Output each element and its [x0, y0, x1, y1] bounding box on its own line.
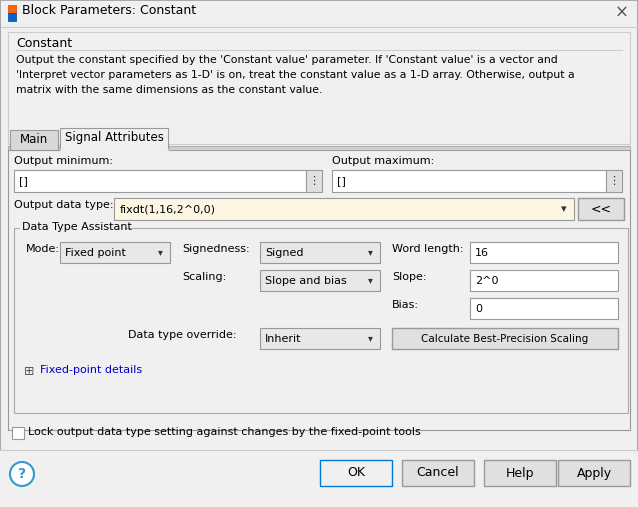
Bar — [306, 170, 322, 192]
Text: 0: 0 — [475, 304, 482, 313]
Text: Cancel: Cancel — [417, 466, 459, 480]
Text: Word length:: Word length: — [392, 244, 463, 254]
Bar — [402, 460, 474, 486]
Text: 'Interpret vector parameters as 1-D' is on, treat the constant value as a 1-D ar: 'Interpret vector parameters as 1-D' is … — [16, 70, 575, 80]
Text: Signedness:: Signedness: — [182, 244, 249, 254]
Bar — [8, 150, 630, 430]
Text: Output minimum:: Output minimum: — [14, 156, 113, 166]
Bar — [8, 13, 16, 21]
Text: 16: 16 — [475, 247, 489, 258]
Bar — [14, 170, 306, 192]
Text: Main: Main — [20, 133, 48, 146]
Text: Output maximum:: Output maximum: — [332, 156, 434, 166]
Text: ▾: ▾ — [561, 204, 567, 214]
Bar — [8, 32, 630, 144]
Bar — [260, 242, 380, 263]
Bar — [484, 460, 556, 486]
Text: Slope and bias: Slope and bias — [265, 275, 346, 285]
Text: Output the constant specified by the 'Constant value' parameter. If 'Constant va: Output the constant specified by the 'Co… — [16, 55, 558, 65]
Text: []: [] — [19, 176, 28, 186]
Bar — [0, 450, 638, 507]
Text: ▾: ▾ — [367, 275, 373, 285]
Text: Signal Attributes: Signal Attributes — [64, 131, 163, 144]
Text: ⋮: ⋮ — [609, 176, 619, 186]
Text: fixdt(1,16,2^0,0): fixdt(1,16,2^0,0) — [120, 204, 216, 214]
Bar — [332, 170, 606, 192]
Bar — [470, 270, 618, 291]
Text: ▾: ▾ — [367, 334, 373, 344]
Text: ⊞: ⊞ — [24, 365, 34, 378]
Bar — [8, 5, 16, 13]
Text: Data Type Assistant: Data Type Assistant — [22, 222, 132, 232]
Bar — [14, 228, 628, 413]
Bar — [60, 128, 168, 150]
Text: ?: ? — [18, 467, 26, 481]
Text: Signed: Signed — [265, 247, 304, 258]
Bar — [12, 427, 24, 439]
Bar — [392, 328, 618, 349]
Text: Bias:: Bias: — [392, 300, 419, 310]
Text: Lock output data type setting against changes by the fixed-point tools: Lock output data type setting against ch… — [28, 427, 420, 437]
Text: Fixed point: Fixed point — [65, 247, 126, 258]
Bar — [8, 146, 630, 150]
Text: Calculate Best-Precision Scaling: Calculate Best-Precision Scaling — [421, 334, 589, 344]
Text: <<: << — [591, 202, 611, 215]
Text: ▾: ▾ — [367, 247, 373, 258]
Text: Data type override:: Data type override: — [128, 330, 237, 340]
Bar — [578, 198, 624, 220]
Bar — [260, 270, 380, 291]
Bar — [606, 170, 622, 192]
Bar — [558, 460, 630, 486]
Text: ×: × — [615, 4, 629, 22]
Text: Apply: Apply — [577, 466, 612, 480]
Text: ⋮: ⋮ — [308, 176, 320, 186]
Bar — [1, 1, 637, 27]
Text: []: [] — [337, 176, 346, 186]
Bar — [320, 460, 392, 486]
Text: Fixed-point details: Fixed-point details — [40, 365, 142, 375]
Text: Help: Help — [506, 466, 534, 480]
Text: Constant: Constant — [16, 37, 72, 50]
Bar — [114, 198, 574, 220]
Text: ▾: ▾ — [158, 247, 163, 258]
Bar — [470, 242, 618, 263]
Text: Slope:: Slope: — [392, 272, 426, 282]
Text: OK: OK — [347, 466, 365, 480]
Text: Inherit: Inherit — [265, 334, 302, 344]
Bar — [470, 298, 618, 319]
Text: 2^0: 2^0 — [475, 275, 498, 285]
Text: Block Parameters: Constant: Block Parameters: Constant — [22, 4, 196, 17]
Bar — [260, 328, 380, 349]
Circle shape — [10, 462, 34, 486]
Text: Mode:: Mode: — [26, 244, 60, 254]
Bar — [10, 130, 58, 150]
Bar — [60, 242, 170, 263]
Bar — [20, 224, 125, 234]
Text: Output data type:: Output data type: — [14, 200, 114, 210]
Text: matrix with the same dimensions as the constant value.: matrix with the same dimensions as the c… — [16, 85, 322, 95]
Text: Scaling:: Scaling: — [182, 272, 226, 282]
